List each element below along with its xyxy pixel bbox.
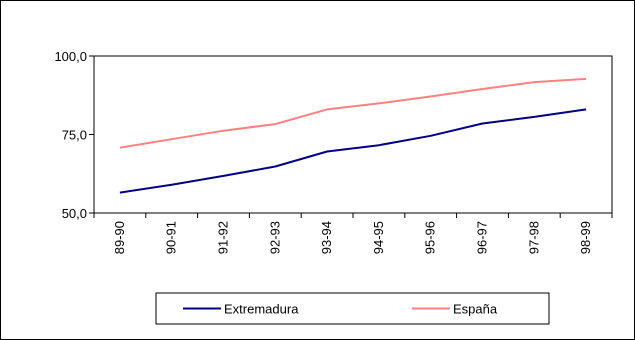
y-tick-label: 75,0 (62, 128, 87, 143)
x-tick-label: 89-90 (112, 221, 127, 254)
y-tick-label: 100,0 (54, 49, 87, 64)
legend-label: Extremadura (224, 302, 299, 317)
series-line-espana (119, 77, 587, 149)
x-tick-label: 98-99 (578, 221, 593, 254)
x-tick-label: 93-94 (319, 221, 334, 254)
x-tick-label: 92-93 (267, 221, 282, 254)
plot-area (93, 55, 613, 214)
x-tick-label: 95-96 (423, 221, 438, 254)
x-tick-label: 97-98 (526, 221, 541, 254)
y-axis: 50,0 75,0 100,0 (54, 49, 94, 221)
legend-box (155, 292, 550, 325)
x-tick-label: 90-91 (164, 221, 179, 254)
series-line-extremadura (119, 108, 587, 194)
x-tick-label: 94-95 (371, 221, 386, 254)
legend-label: España (453, 302, 498, 317)
legend: Extremadura España (155, 292, 550, 325)
x-tick-label: 91-92 (216, 221, 231, 254)
y-tick-label: 50,0 (62, 206, 87, 221)
x-axis: 89-90 90-91 91-92 92-93 93-94 94-95 95-96 96-97… (93, 213, 613, 254)
x-tick-label: 96-97 (475, 221, 490, 254)
series-lines (119, 77, 587, 194)
